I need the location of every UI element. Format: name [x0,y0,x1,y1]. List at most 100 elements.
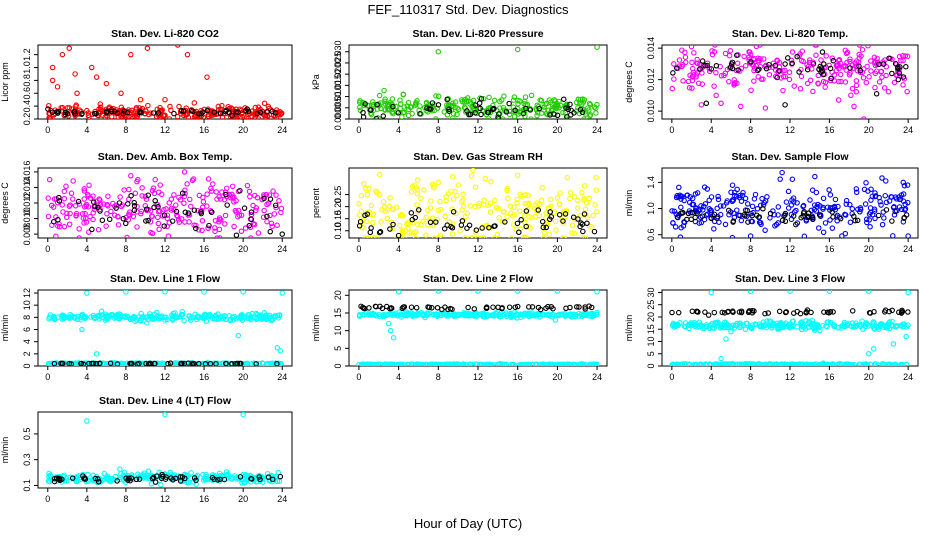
data-point [904,182,911,188]
data-point [490,106,496,113]
data-point [900,191,907,197]
data-point [842,47,849,54]
outlier-point [274,345,281,351]
chart-title: Stan. Dev. Li-820 Temp. [732,28,848,40]
y-tick-label: 10 [646,336,656,346]
y-axis-label: ml/min [624,190,634,217]
data-point [358,193,365,199]
data-point [782,67,788,74]
data-point [271,211,278,217]
data-point [904,324,910,330]
data-point [543,305,549,311]
data-point [511,204,517,211]
data-point [477,105,483,112]
data-point [445,306,451,313]
data-point [179,474,186,480]
data-point [161,212,168,218]
figure-x-axis-label: Hour of Day (UTC) [413,516,523,531]
data-point [502,219,508,225]
y-tick-label: 0.010 [22,207,32,230]
outlier-point [779,169,785,176]
data-point [810,88,816,95]
data-point [131,313,137,320]
data-point [126,475,132,481]
data-point [107,360,114,366]
data-point [514,196,520,203]
data-point [785,188,792,195]
outlier-point [554,290,561,294]
data-point [87,213,93,220]
data-point [843,197,850,204]
y-tick-label: 25 [646,300,656,310]
data-point [548,196,554,203]
outlier-point [88,64,95,71]
data-point [62,109,69,116]
data-point [677,320,683,326]
data-point [227,317,233,324]
data-point [276,198,282,204]
data-point [726,52,733,59]
data-point [193,316,200,323]
outlier-point [435,48,442,55]
x-tick-label: 20 [552,125,562,135]
data-point [689,209,696,216]
data-point [359,361,365,366]
data-point [408,304,415,310]
data-point [76,201,83,207]
figure-title: FEF_110317 Std. Dev. Diagnostics [367,2,569,17]
data-point [794,323,800,330]
data-point [104,210,110,217]
outlier-point [594,45,600,50]
data-point [176,103,182,110]
data-point [577,106,584,113]
data-point [78,360,84,366]
data-point [390,103,396,110]
data-point [889,70,895,77]
data-point [837,360,843,366]
data-point [171,192,177,198]
data-point [55,110,61,116]
data-point [491,97,498,104]
data-point [277,360,283,366]
data-point [97,101,104,107]
data-point [471,313,477,319]
data-point [223,469,230,475]
data-point [901,182,908,189]
data-point [699,325,706,331]
data-point [880,61,887,67]
data-point [80,361,87,366]
data-point [798,214,804,221]
data-point [540,362,546,366]
outlier-point [46,176,53,183]
data-point [766,64,772,71]
x-tick-label: 4 [709,244,714,254]
data-point [146,311,153,317]
data-point [475,203,482,209]
data-point [753,45,760,50]
data-point [708,207,714,214]
data-point [187,196,193,203]
data-point [134,224,140,230]
data-point [721,72,727,79]
data-point [748,218,755,225]
data-point [578,311,585,318]
data-point [551,97,558,103]
data-point [730,219,736,225]
data-point [161,223,167,229]
data-point [539,218,546,225]
data-point [793,221,799,228]
data-point [582,306,589,312]
data-point [414,190,421,197]
data-point [419,361,425,366]
data-point [729,182,736,188]
outlier-point [240,412,246,418]
data-point [73,213,79,219]
data-point [241,205,248,211]
data-point [896,70,903,76]
data-point [675,214,681,221]
data-point [408,311,415,318]
data-point [451,313,458,320]
data-point [248,475,254,482]
data-point [580,235,587,238]
data-point [261,100,268,107]
